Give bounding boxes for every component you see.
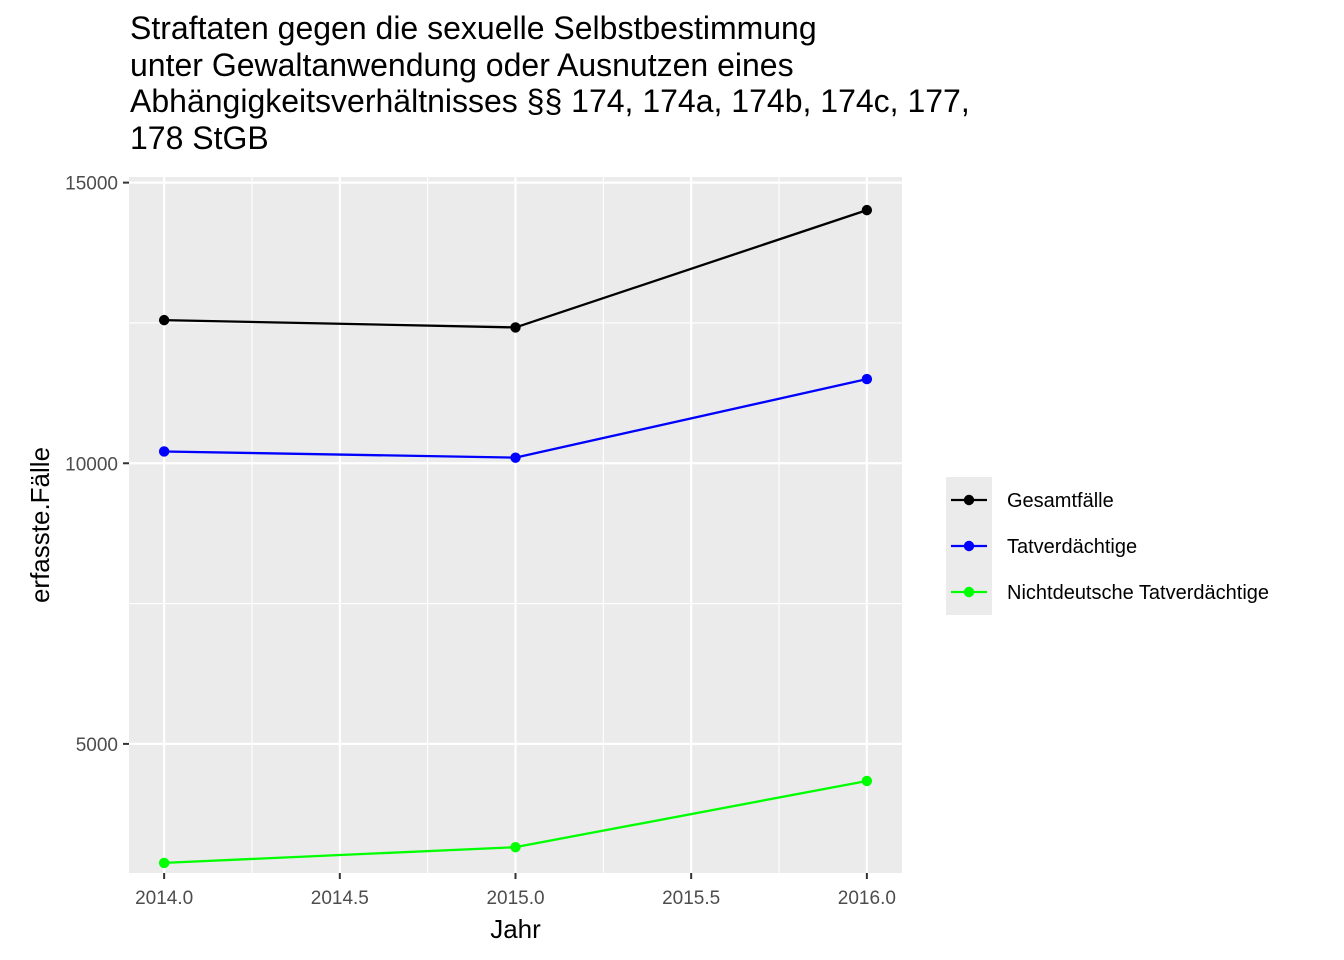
data-point-0-0 <box>158 314 170 326</box>
y-tick-label: 15000 <box>65 174 118 195</box>
chart-title-line-4: 178 StGB <box>130 119 269 156</box>
x-tick-label: 2014.0 <box>135 888 193 909</box>
legend: Gesamtfälle Tatverdächtige Nichtdeutsche T… <box>946 477 1269 615</box>
data-point-2-2 <box>861 775 873 787</box>
x-axis-tick-labels: 2014.0 2014.5 2015.0 2015.5 2016.0 <box>135 888 896 909</box>
chart-title-line-3: Abhängigkeitsverhältnisses §§ 174, 174a,… <box>130 83 970 119</box>
y-tick-label: 5000 <box>76 735 118 756</box>
chart-title: Straftaten gegen die sexuelle Selbstbest… <box>130 10 1130 156</box>
axis-ticks <box>123 181 868 879</box>
chart-title-line-2: unter Gewaltanwendung oder Ausnutzen ein… <box>130 46 794 83</box>
x-axis-title: Jahr <box>490 914 541 944</box>
y-axis-title: erfasste.Fälle <box>25 447 55 603</box>
legend-label-0: Gesamtfälle <box>1007 490 1114 512</box>
data-point-1-0 <box>158 446 170 457</box>
x-tick-label: 2015.0 <box>486 888 544 909</box>
data-point-0-1 <box>510 322 521 333</box>
series-points <box>158 204 873 869</box>
legend-label-2: Nichtdeutsche Tatverdächtige <box>1007 582 1269 604</box>
legend-key-point-2 <box>963 586 975 598</box>
legend-label-1: Tatverdächtige <box>1007 536 1137 558</box>
data-point-2-1 <box>510 841 521 853</box>
x-tick-label: 2016.0 <box>838 888 896 909</box>
y-axis-tick-labels: 5000 10000 15000 <box>65 174 118 756</box>
chart-title-line-1: Straftaten gegen die sexuelle Selbstbest… <box>130 10 817 46</box>
data-point-0-2 <box>861 204 873 216</box>
data-point-1-1 <box>510 452 521 463</box>
data-point-1-2 <box>861 373 873 385</box>
x-tick-label: 2015.5 <box>662 888 720 909</box>
y-tick-label: 10000 <box>65 454 118 475</box>
legend-key-point-0 <box>963 494 975 506</box>
major-gridlines <box>129 177 902 873</box>
data-point-2-0 <box>158 857 170 869</box>
x-tick-label: 2014.5 <box>311 888 369 909</box>
legend-key-point-1 <box>963 540 975 552</box>
